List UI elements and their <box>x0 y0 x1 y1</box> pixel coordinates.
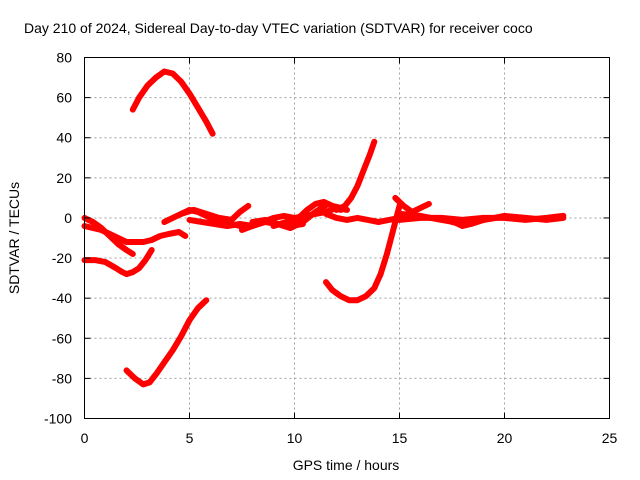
y-tick-label: -80 <box>52 370 72 386</box>
series-layer <box>81 68 567 388</box>
axis-ticks <box>84 57 610 419</box>
y-tick-label: -40 <box>52 290 72 306</box>
x-tick-label: 5 <box>186 430 194 446</box>
plot-frame <box>84 57 610 419</box>
series-band-k <box>449 212 567 227</box>
x-tick-label: 15 <box>392 430 408 446</box>
y-tick-label: -60 <box>52 330 72 346</box>
series-arc-top <box>129 68 216 137</box>
chart-title: Day 210 of 2024, Sidereal Day-to-day VTE… <box>24 20 533 36</box>
series-band-f <box>270 198 344 229</box>
series-band-h <box>392 194 432 215</box>
x-tick-label: 25 <box>602 430 618 446</box>
series-arc-left-low <box>81 247 155 278</box>
grid <box>84 57 610 419</box>
series-dip-right <box>323 202 403 304</box>
y-tick-label: 40 <box>56 130 72 146</box>
y-tick-labels: -100 -80 -60 -40 -20 0 20 40 60 80 <box>44 50 72 427</box>
x-tick-label: 10 <box>287 430 303 446</box>
series-band-g <box>323 210 403 225</box>
y-tick-label: 20 <box>56 170 72 186</box>
x-tick-labels: 0 5 10 15 20 25 <box>81 430 618 446</box>
y-tick-label: 0 <box>64 210 72 226</box>
series-rise-right <box>333 138 378 213</box>
y-tick-label: -100 <box>44 411 72 427</box>
x-tick-label: 20 <box>497 430 513 446</box>
series-arc-bottom <box>123 297 210 388</box>
y-axis-label: SDTVAR / TECUs <box>6 182 22 294</box>
y-tick-label: 60 <box>56 90 72 106</box>
y-tick-label: 80 <box>56 50 72 66</box>
series-band-b <box>178 202 252 223</box>
y-tick-label: -20 <box>52 250 72 266</box>
x-axis-label: GPS time / hours <box>293 457 400 473</box>
x-tick-label: 0 <box>81 430 89 446</box>
series-arc-left-drop <box>81 214 136 257</box>
